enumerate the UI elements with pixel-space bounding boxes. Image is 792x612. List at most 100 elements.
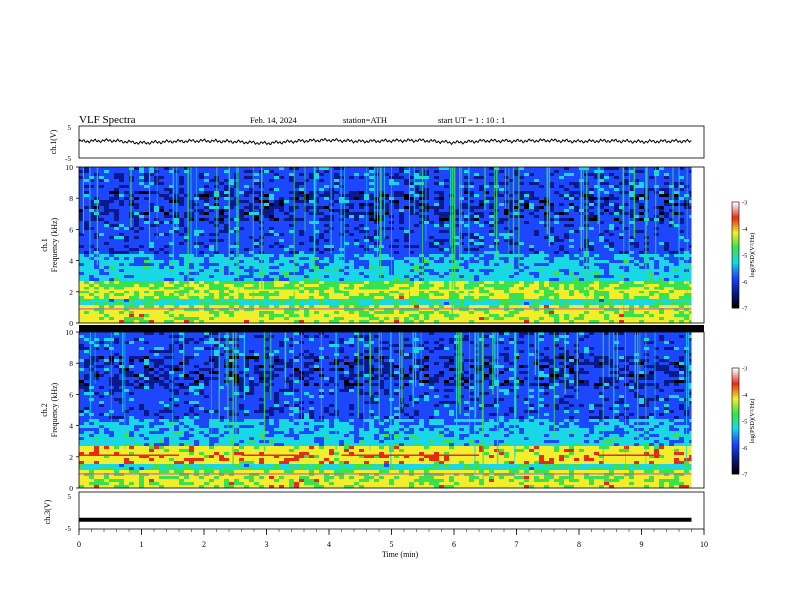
spectrogram-cell (534, 236, 540, 240)
spectrogram-cell (614, 206, 620, 210)
spectrogram-cell (659, 230, 665, 234)
spectrogram-cell (479, 224, 485, 228)
spectrogram-cell (399, 239, 405, 243)
spectrogram-cell (639, 203, 645, 207)
spectrogram-cell (279, 209, 285, 213)
spectrogram-cell (169, 221, 175, 225)
spectrogram-cell (159, 254, 165, 258)
spectrogram-cell (204, 206, 210, 210)
spectrogram-cell (559, 173, 565, 177)
spectrogram-cell (179, 206, 185, 210)
spectrogram-cell (394, 242, 400, 246)
spectrogram-cell (374, 170, 380, 174)
spectrogram-cell (174, 251, 180, 255)
spectrogram-cell (524, 212, 530, 216)
spectrogram-cell (94, 257, 100, 261)
spectrogram-cell (504, 236, 510, 240)
spectrogram-cell (549, 206, 555, 210)
spectrogram-cell (479, 281, 485, 285)
spectrogram-cell (149, 185, 155, 189)
spectrogram-cell (554, 182, 560, 186)
spectrogram-cell (669, 254, 675, 258)
spectrogram-cell (179, 224, 185, 228)
spectrogram-cell (239, 206, 245, 210)
spectrogram-cell (229, 224, 235, 228)
spectrogram-cell (289, 236, 295, 240)
spectrogram-cell (219, 251, 225, 255)
spectrogram-cell (514, 230, 520, 234)
spectrogram-cell (209, 260, 215, 264)
spectrogram-cell (594, 191, 600, 195)
spectrogram-cell (269, 182, 275, 186)
spectrogram-cell (619, 206, 625, 210)
spectrogram-cell (199, 266, 205, 270)
spectrogram-cell (424, 236, 430, 240)
spectrogram-cell (279, 233, 285, 237)
spectrogram-cell (649, 215, 655, 219)
spectrogram-cell (79, 188, 85, 192)
spectrogram-cell (149, 188, 155, 192)
spectrogram-cell (269, 185, 275, 189)
spectrogram-cell (509, 245, 515, 249)
spectrogram-cell (684, 242, 690, 246)
spectrogram-cell (639, 281, 645, 285)
spectrogram-cell (549, 284, 555, 288)
spectrogram-cell (154, 185, 160, 189)
spectrogram-cell (114, 200, 120, 204)
spectrogram-cell (309, 203, 315, 207)
spectrogram-cell (264, 185, 270, 189)
spectrogram-cell (589, 212, 595, 216)
spectrogram-cell (264, 230, 270, 234)
spectrogram-cell (429, 194, 435, 198)
spectrogram-cell (394, 230, 400, 234)
spectrogram-cell (484, 212, 490, 216)
spectrogram-cell (659, 239, 665, 243)
spectrogram-cell (159, 278, 165, 282)
spectrogram-cell (89, 242, 95, 246)
spectrogram-cell (564, 227, 570, 231)
spectrogram-cell (464, 197, 470, 201)
spectrogram-cell (409, 173, 415, 177)
spectrogram-cell (249, 167, 255, 171)
spectrogram-cell (139, 197, 145, 201)
spectrogram-cell (249, 173, 255, 177)
spectrogram-cell (504, 251, 510, 255)
spectrogram-cell (554, 191, 560, 195)
spectrogram-cell (529, 188, 535, 192)
spectrogram-cell (604, 233, 610, 237)
spectrogram-cell (559, 230, 565, 234)
spectrogram-cell (599, 275, 605, 279)
spectrogram-cell (649, 266, 655, 270)
spectrogram-cell (609, 227, 615, 231)
spectrogram-cell (339, 221, 345, 225)
spectrogram-cell (294, 248, 300, 252)
spectrogram-cell (404, 233, 410, 237)
spectrogram-cell (89, 263, 95, 267)
spectrogram-cell (224, 281, 230, 285)
spectrogram-cell (344, 218, 350, 222)
spectrogram-cell (169, 272, 175, 276)
spectrogram-cell (574, 200, 580, 204)
spectrogram-cell (479, 179, 485, 183)
spectrogram-cell (504, 257, 510, 261)
spectrogram-cell (89, 284, 95, 288)
spectrogram-cell (394, 245, 400, 249)
spectrogram-cell (79, 230, 85, 234)
spectrogram-cell (294, 281, 300, 285)
spectrogram-cell (629, 179, 635, 183)
spectrogram-cell (304, 248, 310, 252)
spectrogram-cell (599, 200, 605, 204)
spectrogram-cell (274, 167, 280, 171)
spectrogram-cell (399, 167, 405, 171)
spectrogram-cell (409, 248, 415, 252)
spectrogram-cell (264, 257, 270, 261)
spectrogram-cell (94, 185, 100, 189)
spectrogram-cell (639, 206, 645, 210)
spectrogram-cell (194, 239, 200, 243)
spectrogram-cell (524, 254, 530, 258)
spectrogram-cell (619, 185, 625, 189)
spectrogram-cell (189, 284, 195, 288)
spectrogram-cell (104, 218, 110, 222)
spectrogram-cell (214, 284, 220, 288)
spectrogram-cell (134, 215, 140, 219)
